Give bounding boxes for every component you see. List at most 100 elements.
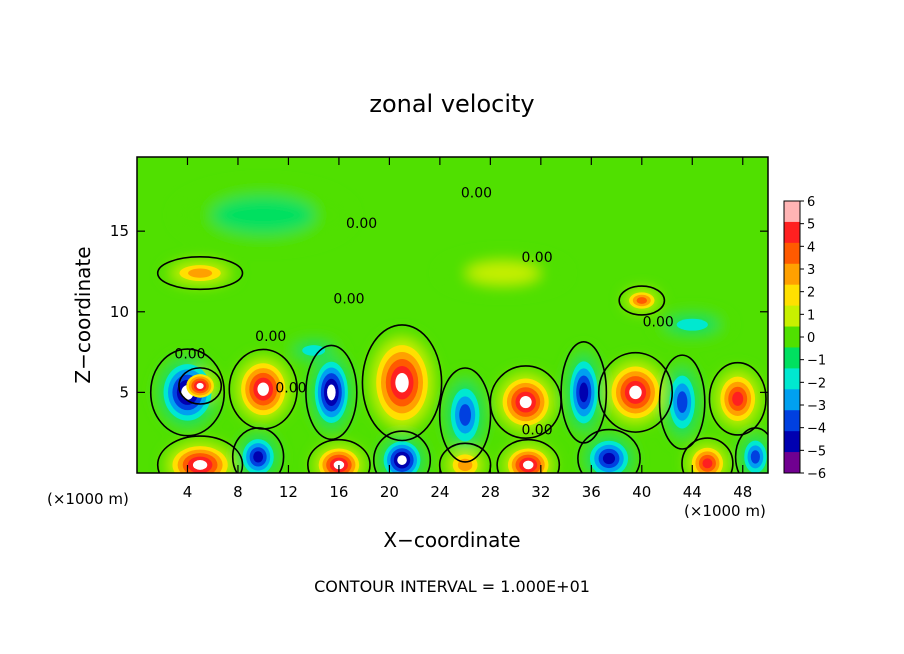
contour-line <box>372 430 432 473</box>
contour-label: 0.00 <box>333 292 364 308</box>
contour-line <box>438 442 492 473</box>
colorbar-label: 2 <box>807 286 815 301</box>
x-tick-label: 24 <box>430 483 449 501</box>
x-tick-label: 16 <box>329 483 348 501</box>
y-tick-label: 10 <box>110 303 129 321</box>
field-cell <box>253 451 264 463</box>
colorbar-label: −3 <box>807 399 826 414</box>
field-cell <box>395 372 409 393</box>
zero-contours <box>149 256 768 473</box>
contour-label: 0.00 <box>521 422 552 438</box>
plot-frame <box>136 156 769 474</box>
colorbar-swatch <box>784 452 800 474</box>
colorbar-swatch <box>784 305 800 328</box>
field-cell <box>750 450 760 464</box>
field-cell <box>257 382 269 396</box>
contour-line <box>577 428 641 473</box>
field-cell <box>397 455 407 465</box>
contour-label: 0.00 <box>174 347 205 363</box>
x-tick-label: 48 <box>733 483 752 501</box>
contour-line <box>438 367 492 463</box>
colorbar-swatch <box>784 242 800 265</box>
x-tick-label: 8 <box>233 483 243 501</box>
field-cell <box>579 382 589 403</box>
field-cell <box>466 261 540 285</box>
colorbar-label: −6 <box>807 467 826 482</box>
colorbar-swatch <box>784 221 800 244</box>
contour-line <box>658 354 706 450</box>
y-tick-label: 15 <box>110 222 129 240</box>
field-cell <box>519 395 532 409</box>
colorbar-label: −1 <box>807 354 826 369</box>
contour-label: 0.00 <box>521 250 552 266</box>
contour-label: 0.00 <box>643 314 674 330</box>
contour-line <box>681 437 734 473</box>
field-cell <box>732 391 744 406</box>
x-tick-label: 28 <box>481 483 500 501</box>
contour-line <box>734 427 768 473</box>
field-cell <box>196 382 204 389</box>
field-cell <box>676 318 708 331</box>
x-units-left: (×1000 m) <box>47 490 129 508</box>
contour-line <box>156 435 244 473</box>
field-cell <box>636 297 648 304</box>
chart-title: zonal velocity <box>369 90 534 118</box>
colorbar-label: 5 <box>807 218 815 233</box>
contour-labels: 0.00 0.00 0.00 0.00 0.00 0.00 0.00 0.00 0.00 <box>174 185 673 438</box>
colorbar-swatch <box>784 410 800 432</box>
field-cell <box>676 391 688 413</box>
colorbar-label: 3 <box>807 263 815 278</box>
colorbar-swatch <box>784 389 800 411</box>
contour-line <box>231 427 285 473</box>
field-cell <box>629 385 642 400</box>
x-units-right: (×1000 m) <box>684 502 766 520</box>
contour-line <box>305 344 358 441</box>
colorbar: 6 5 4 3 2 1 0 −1 −2 −3 −4 −5 −6 <box>783 195 826 482</box>
colorbar-label: 1 <box>807 308 815 323</box>
contour-label: 0.00 <box>461 185 492 201</box>
field-cell <box>188 268 213 278</box>
x-axis-ticks: 4 8 12 16 20 24 28 32 36 40 44 48 <box>183 157 752 501</box>
colorbar-label: −2 <box>807 376 826 391</box>
contour-line <box>560 341 608 444</box>
field-cell <box>327 384 336 401</box>
y-axis-label: Z−coordinate <box>71 246 95 383</box>
colorbar-label: 4 <box>807 240 815 255</box>
colorbar-swatch <box>784 263 800 286</box>
x-tick-label: 4 <box>183 483 193 501</box>
field-cell <box>302 345 326 356</box>
contour-line <box>149 348 226 437</box>
y-axis-ticks: 5 10 15 <box>110 222 768 401</box>
contour-line <box>307 438 371 473</box>
x-tick-label: 32 <box>531 483 550 501</box>
contour-label: 0.00 <box>346 216 377 232</box>
x-tick-label: 20 <box>380 483 399 501</box>
colorbar-label: 6 <box>807 195 815 210</box>
field-cell <box>702 458 713 469</box>
colorbar-swatch <box>784 347 800 369</box>
colorbar-label: −5 <box>807 444 826 459</box>
contour-line <box>156 256 244 291</box>
colorbar-swatch <box>784 431 800 453</box>
colorbar-swatch <box>784 284 800 307</box>
colorbar-label: −4 <box>807 422 826 437</box>
y-tick-label: 5 <box>119 383 129 401</box>
colorbar-swatch <box>784 368 800 390</box>
x-tick-label: 12 <box>279 483 298 501</box>
contour-line <box>618 285 666 316</box>
x-axis-label: X−coordinate <box>383 528 520 552</box>
colorbar-label: 0 <box>807 331 815 346</box>
contour-interval-note: CONTOUR INTERVAL = 1.000E+01 <box>314 577 590 596</box>
contour-line <box>178 367 223 405</box>
field-cell <box>192 460 208 470</box>
x-tick-label: 40 <box>632 483 651 501</box>
contour-label: 0.00 <box>255 329 286 345</box>
colorbar-swatch <box>784 326 800 348</box>
contour-line <box>708 361 767 436</box>
contour-label: 0.00 <box>275 380 306 396</box>
contour-line <box>597 351 674 433</box>
x-tick-label: 44 <box>683 483 702 501</box>
contour-line <box>496 438 561 473</box>
colorbar-swatch <box>784 201 800 223</box>
